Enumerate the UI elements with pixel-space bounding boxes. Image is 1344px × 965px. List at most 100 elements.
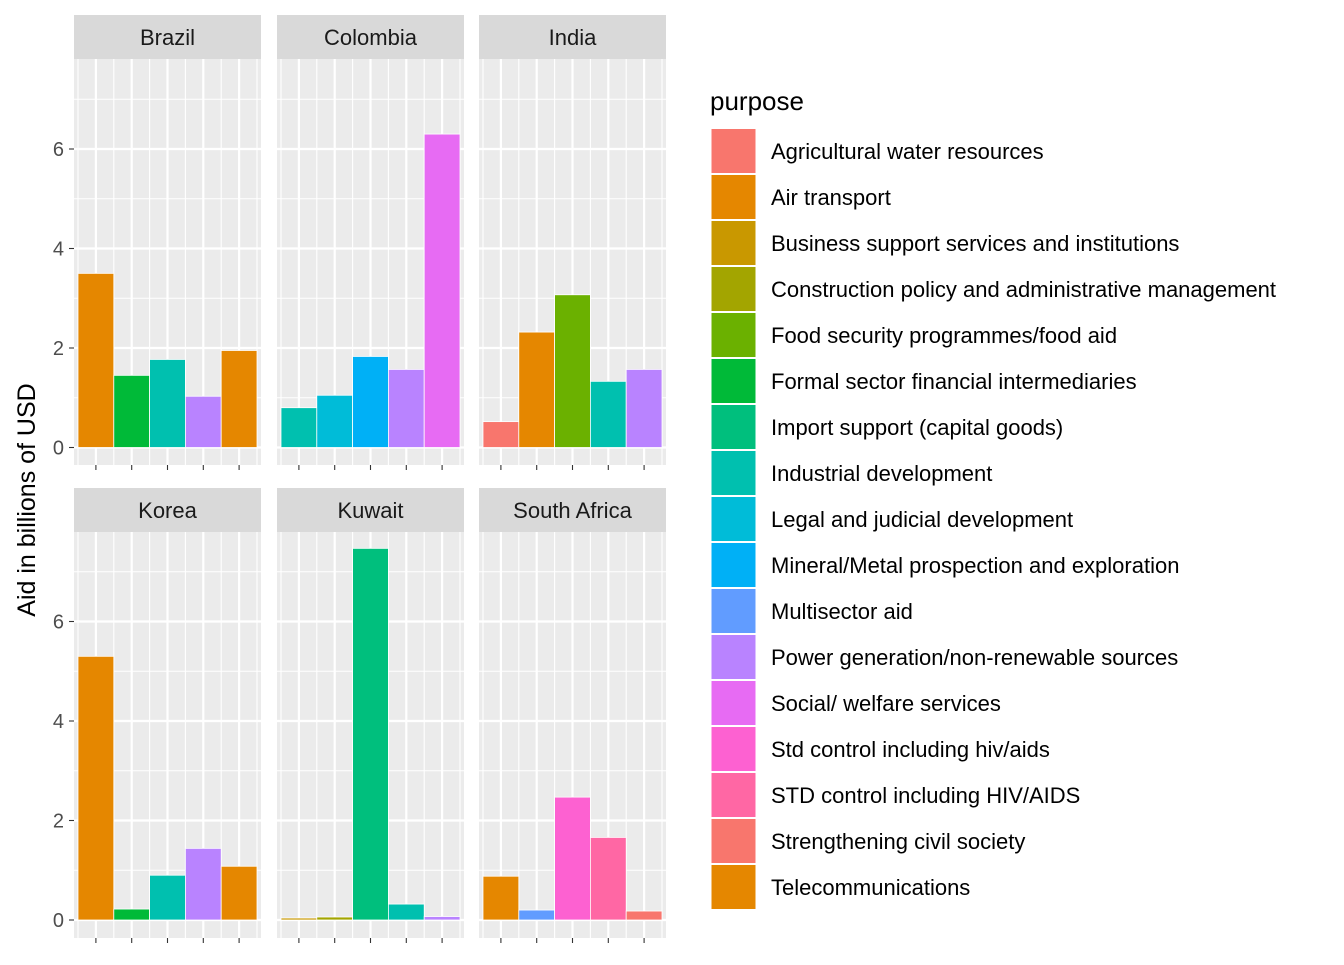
y-tick-label: 6	[53, 139, 64, 161]
legend-label: Import support (capital goods)	[771, 415, 1063, 440]
bar-air-transport	[77, 272, 115, 448]
facet-strip-label: Colombia	[324, 25, 418, 50]
legend-key-swatch	[710, 772, 757, 818]
bar-industrial-development	[149, 874, 186, 921]
y-tick-label: 2	[53, 811, 64, 833]
legend-key-swatch	[710, 864, 757, 910]
facet-panel-kuwait: Kuwait	[277, 488, 464, 943]
legend-label: Food security programmes/food aid	[771, 323, 1117, 348]
bar-std-control-including-hiv-aids	[590, 837, 627, 921]
bar-social-welfare-services	[423, 133, 461, 448]
legend-item-formal-sector-financial-intermediaries: Formal sector financial intermediaries	[710, 358, 1137, 404]
y-tick-label: 4	[53, 239, 64, 261]
bar-strengthening-civil-society	[625, 910, 663, 921]
legend-label: Industrial development	[771, 461, 992, 486]
y-tick-label: 0	[53, 910, 64, 932]
bar-import-support-capital-goods	[352, 547, 389, 921]
legend-key-swatch	[710, 680, 757, 726]
bar-food-security-programmes-food-aid	[554, 294, 591, 448]
bar-std-control-including-hiv-aids	[554, 796, 591, 921]
legend-key-swatch	[710, 358, 757, 404]
bar-telecommunications	[220, 865, 258, 921]
legend-label: Mineral/Metal prospection and exploratio…	[771, 553, 1179, 578]
legend-item-business-support-services-and-institutions: Business support services and institutio…	[710, 220, 1179, 266]
legend-key-swatch	[710, 634, 757, 680]
bar-air-transport	[518, 331, 555, 448]
legend-label: Business support services and institutio…	[771, 231, 1179, 256]
bar-air-transport	[482, 875, 520, 921]
legend-item-air-transport: Air transport	[710, 174, 891, 220]
legend-key-swatch	[710, 450, 757, 496]
facet-strip-label: Korea	[138, 498, 197, 523]
facet-strip-label: Kuwait	[337, 498, 403, 523]
legend-label: Formal sector financial intermediaries	[771, 369, 1137, 394]
legend-key-swatch	[710, 588, 757, 634]
bar-business-support-services-and-institutions	[280, 917, 318, 921]
legend-item-mineral-metal-prospection-and-exploration: Mineral/Metal prospection and exploratio…	[710, 542, 1179, 588]
legend-label: Multisector aid	[771, 599, 913, 624]
facet-strip-label: India	[549, 25, 597, 50]
bar-construction-policy-and-administrative-management	[316, 916, 353, 921]
legend-key-swatch	[710, 818, 757, 864]
facet-strip	[74, 488, 261, 532]
legend-item-import-support-capital-goods: Import support (capital goods)	[710, 404, 1063, 450]
legend-key-swatch	[710, 266, 757, 312]
bar-telecommunications	[220, 350, 258, 448]
facet-strip	[74, 15, 261, 59]
legend-item-food-security-programmes-food-aid: Food security programmes/food aid	[710, 312, 1117, 358]
facet-strip-label: Brazil	[140, 25, 195, 50]
legend-item-construction-policy-and-administrative-management: Construction policy and administrative m…	[710, 266, 1276, 312]
bar-industrial-development	[280, 407, 318, 448]
bar-formal-sector-financial-intermediaries	[113, 374, 151, 448]
y-tick-label: 2	[53, 338, 64, 360]
legend-item-industrial-development: Industrial development	[710, 450, 992, 496]
facet-strip	[277, 15, 464, 59]
legend-key-swatch	[710, 128, 757, 174]
legend-item-strengthening-civil-society: Strengthening civil society	[710, 818, 1025, 864]
legend-key-swatch	[710, 404, 757, 450]
bar-power-generation-non-renewable-sources	[387, 368, 425, 448]
bar-power-generation-non-renewable-sources	[184, 395, 222, 448]
bar-industrial-development	[149, 359, 186, 448]
bar-multisector-aid	[518, 909, 555, 921]
facet-panel-korea: Korea 0 2 4 6	[53, 488, 261, 943]
bar-power-generation-non-renewable-sources	[625, 368, 663, 448]
bar-industrial-development	[387, 903, 425, 921]
bar-power-generation-non-renewable-sources	[423, 916, 461, 921]
legend: purpose Agricultural water resources Air …	[710, 86, 1276, 910]
legend-item-agricultural-water-resources: Agricultural water resources	[710, 128, 1044, 174]
y-tick-label: 0	[53, 438, 64, 460]
facet-strip	[479, 15, 666, 59]
bar-mineral-metal-prospection-and-exploration	[352, 356, 389, 448]
bar-power-generation-non-renewable-sources	[184, 847, 222, 921]
legend-key-swatch	[710, 174, 757, 220]
bar-formal-sector-financial-intermediaries	[113, 908, 151, 921]
legend-key-swatch	[710, 496, 757, 542]
facet-strip	[479, 488, 666, 532]
legend-title: purpose	[710, 86, 804, 116]
bar-legal-and-judicial-development	[316, 394, 353, 448]
facet-strip-label: South Africa	[513, 498, 632, 523]
legend-label: Power generation/non-renewable sources	[771, 645, 1178, 670]
legend-label: Telecommunications	[771, 875, 970, 900]
legend-item-power-generation-non-renewable-sources: Power generation/non-renewable sources	[710, 634, 1178, 680]
legend-label: Air transport	[771, 185, 891, 210]
legend-label: Std control including hiv/aids	[771, 737, 1050, 762]
facet-panel-colombia: Colombia	[277, 15, 464, 470]
legend-item-legal-and-judicial-development: Legal and judicial development	[710, 496, 1073, 542]
legend-label: Strengthening civil society	[771, 829, 1025, 854]
bar-agricultural-water-resources	[482, 421, 520, 448]
y-tick-label: 4	[53, 711, 64, 733]
legend-item-std-control-including-hiv-aids: Std control including hiv/aids	[710, 726, 1050, 772]
legend-key-swatch	[710, 312, 757, 358]
legend-label: Legal and judicial development	[771, 507, 1073, 532]
legend-label: Agricultural water resources	[771, 139, 1044, 164]
legend-label: Construction policy and administrative m…	[771, 277, 1276, 302]
bar-industrial-development	[590, 380, 627, 448]
legend-item-telecommunications: Telecommunications	[710, 864, 970, 910]
bar-air-transport	[77, 655, 115, 921]
facet-panel-south-africa: South Africa	[479, 488, 666, 943]
legend-item-std-control-including-hiv-aids: STD control including HIV/AIDS	[710, 772, 1080, 818]
